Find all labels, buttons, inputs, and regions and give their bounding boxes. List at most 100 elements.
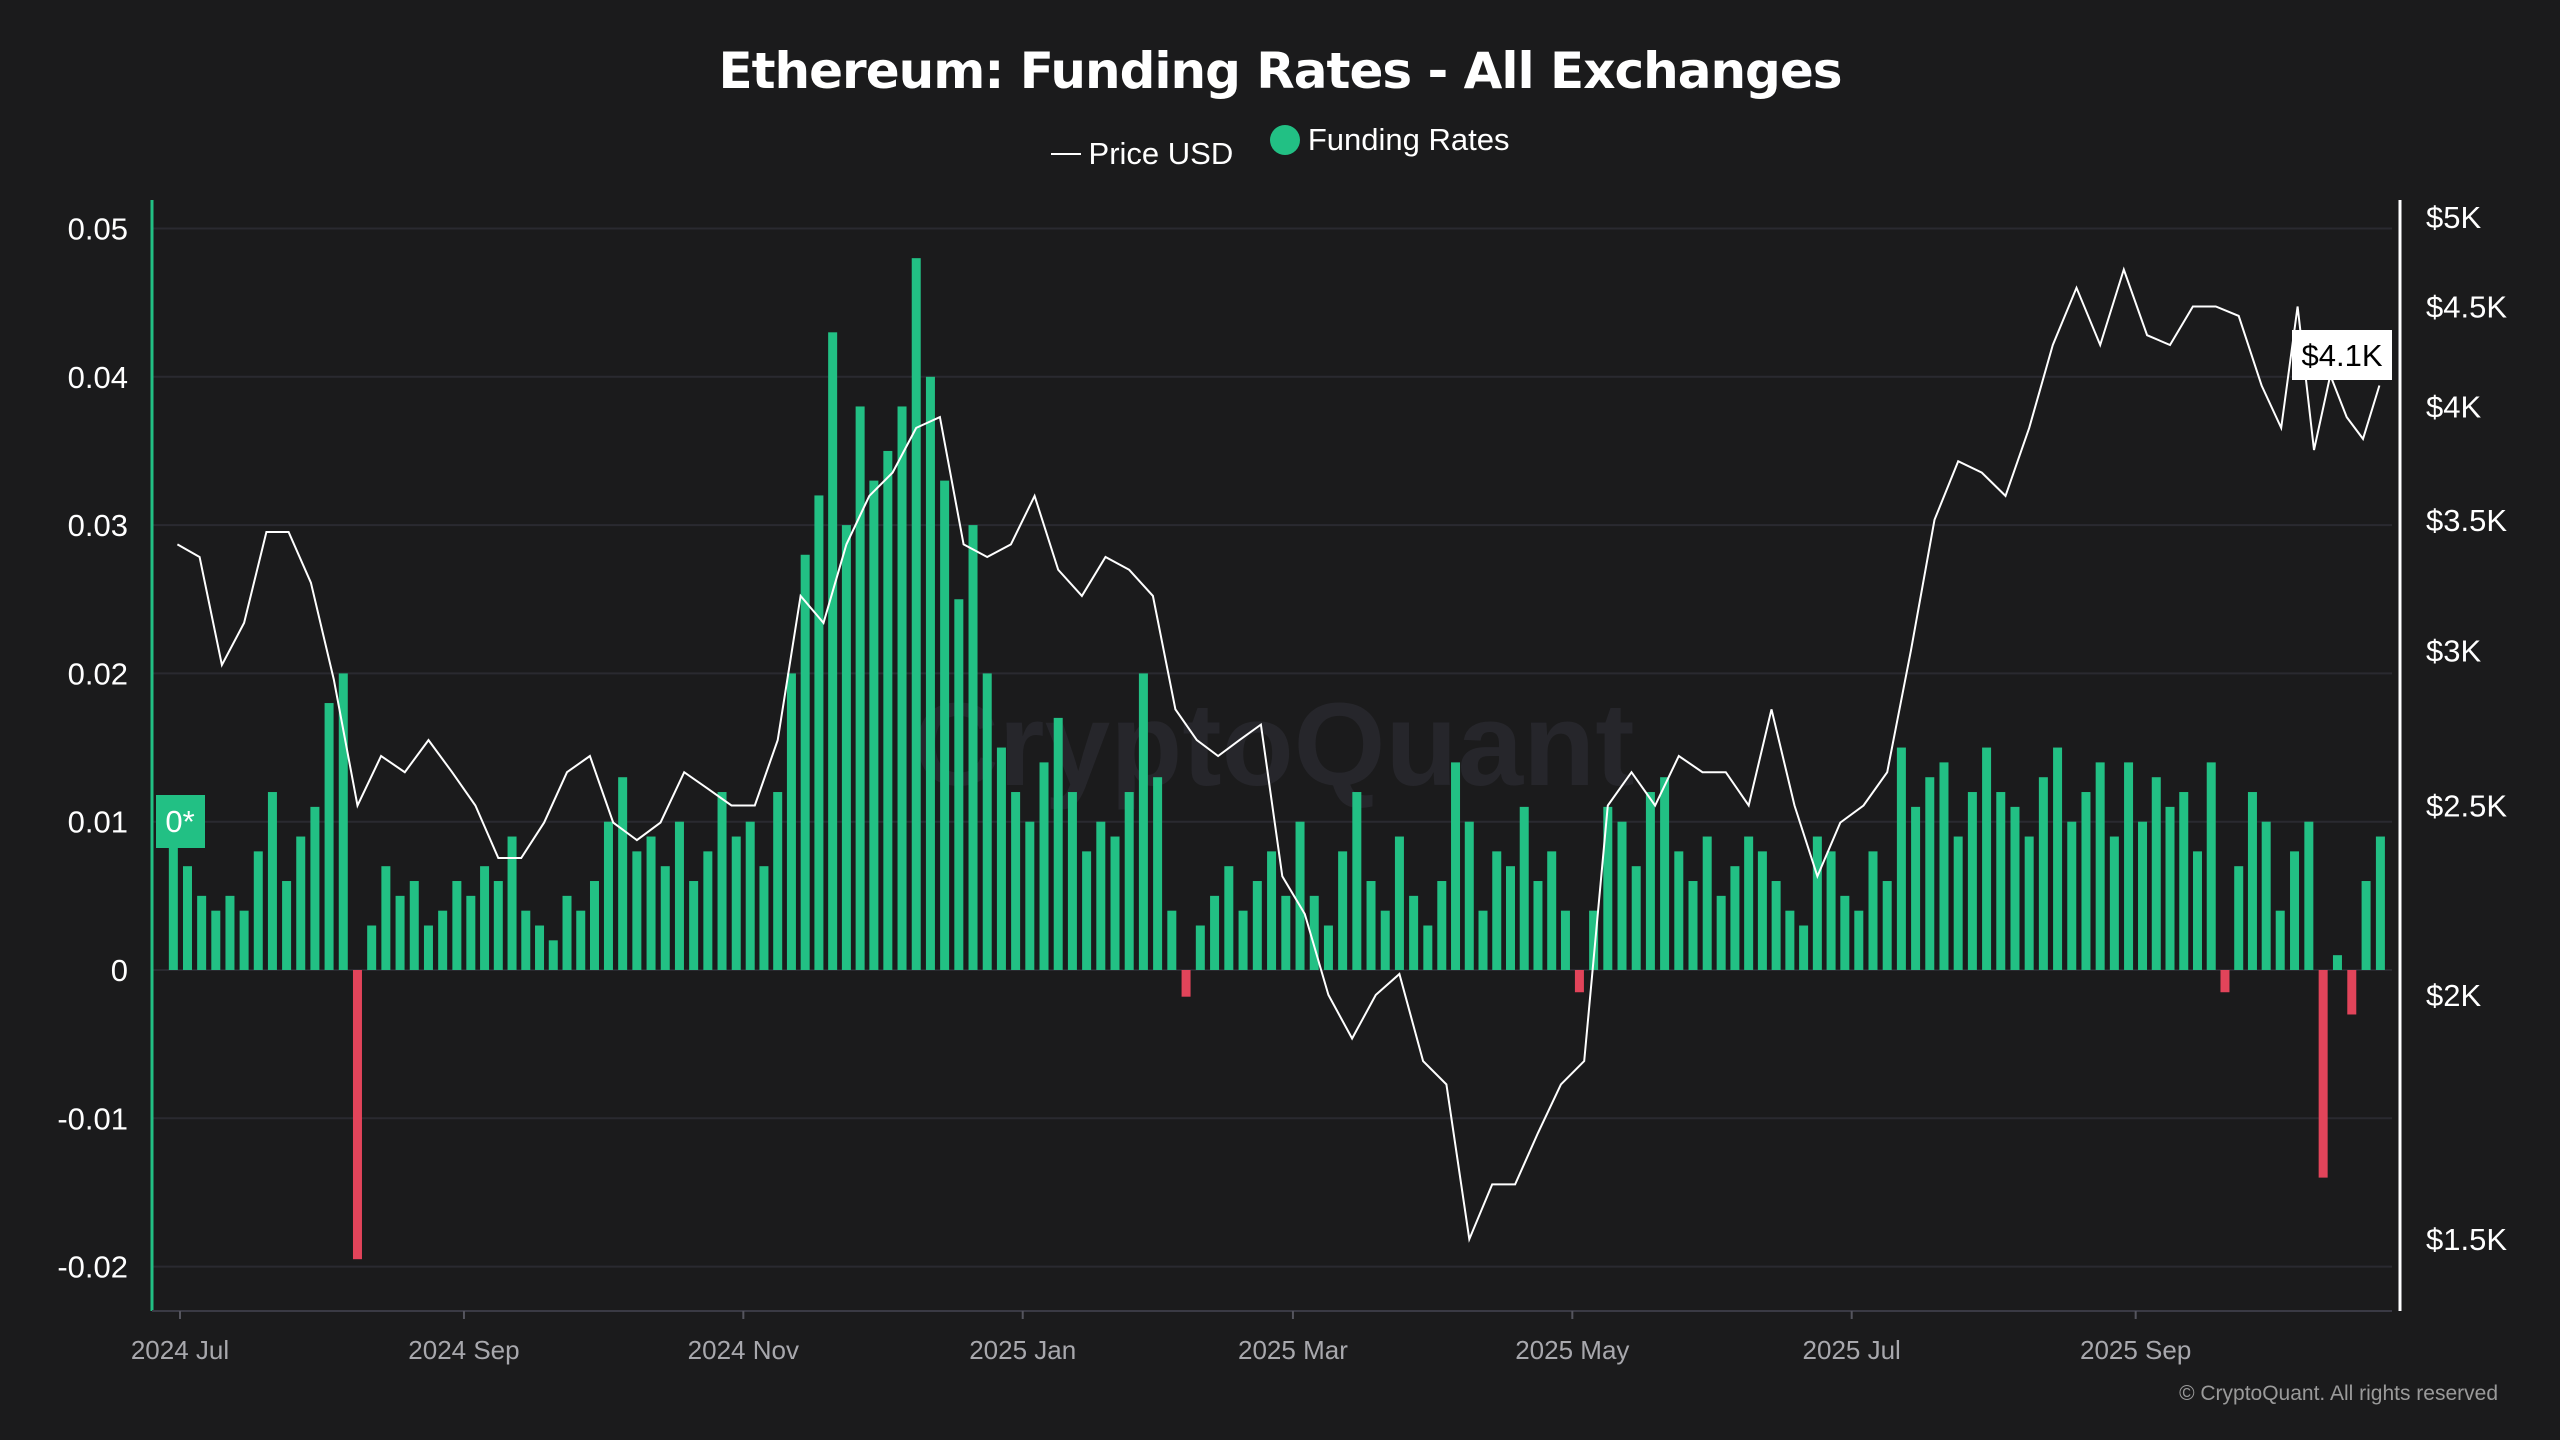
funding-bar	[1096, 821, 1106, 970]
funding-bar	[1799, 925, 1809, 970]
funding-bar	[1252, 881, 1262, 970]
funding-bar	[689, 881, 699, 970]
funding-bar	[855, 406, 865, 971]
copyright-footer: © CryptoQuant. All rights reserved	[2179, 1382, 2498, 1405]
funding-bar	[982, 673, 992, 970]
funding-bar	[352, 970, 362, 1260]
left-tick-label: 0.01	[68, 805, 128, 840]
price-line	[176, 266, 2381, 1243]
legend-label-funding: Funding Rates	[1307, 122, 1510, 157]
x-tick-label: 2025 Jul	[1803, 1335, 1901, 1365]
funding-bar	[1153, 777, 1163, 970]
funding-bar	[759, 866, 769, 970]
funding-bar	[239, 910, 249, 970]
funding-bar	[197, 895, 207, 970]
chart-title: Ethereum: Funding Rates - All Exchanges	[718, 42, 1842, 100]
legend-label-price: Price USD	[1088, 136, 1234, 171]
funding-bar	[395, 895, 405, 970]
funding-bar	[1138, 673, 1148, 970]
funding-bar	[1730, 866, 1740, 970]
current-price-label: $4.1K	[2301, 338, 2382, 373]
funding-bar	[1603, 806, 1613, 970]
funding-bar	[1437, 881, 1447, 970]
funding-bar	[1757, 851, 1767, 970]
funding-bar	[182, 866, 192, 970]
funding-bar	[1785, 910, 1795, 970]
funding-bar	[1574, 970, 1584, 993]
funding-bar	[1617, 821, 1627, 970]
funding-bar	[1547, 851, 1557, 970]
funding-bar	[996, 747, 1006, 970]
funding-bar	[2109, 836, 2119, 970]
legend: Price USD Funding Rates	[0, 122, 2560, 172]
funding-bar	[1082, 851, 1092, 970]
funding-bar	[1380, 910, 1390, 970]
funding-bar	[1011, 792, 1021, 970]
funding-bar	[2081, 792, 2091, 970]
funding-bar	[282, 881, 292, 970]
funding-bar	[1409, 895, 1419, 970]
funding-bar	[717, 792, 727, 970]
funding-bar	[1674, 851, 1684, 970]
funding-bar	[535, 925, 545, 970]
left-tick-label: 0	[111, 953, 128, 988]
funding-bar	[1338, 851, 1348, 970]
funding-bar	[493, 881, 503, 970]
right-tick-label: $2.5K	[2426, 788, 2507, 823]
left-tick-label: 0.02	[68, 656, 128, 691]
funding-bar	[2275, 910, 2285, 970]
funding-bar	[2261, 821, 2271, 970]
funding-bar	[828, 332, 838, 970]
funding-bar	[1423, 925, 1433, 970]
funding-bar	[1519, 806, 1529, 970]
funding-bar	[1366, 881, 1376, 970]
x-tick-label: 2024 Jul	[131, 1335, 229, 1365]
funding-bar	[310, 806, 320, 970]
x-tick-label: 2024 Nov	[688, 1335, 799, 1365]
funding-bar	[1309, 895, 1319, 970]
watermark: CryptoQuant	[913, 679, 1634, 811]
right-tick-label: $4K	[2426, 389, 2481, 424]
funding-bar	[438, 910, 448, 970]
funding-bar	[1478, 910, 1488, 970]
funding-bar	[968, 525, 978, 970]
funding-bar	[2234, 866, 2244, 970]
funding-bar	[883, 450, 893, 970]
funding-bar	[1025, 821, 1035, 970]
funding-bar	[253, 851, 263, 970]
funding-bar	[423, 925, 433, 970]
right-tick-label: $3.5K	[2426, 503, 2507, 538]
funding-bar	[2024, 836, 2034, 970]
funding-bar	[632, 851, 642, 970]
left-tick-label: 0.05	[68, 212, 128, 247]
funding-bar	[1067, 792, 1077, 970]
right-tick-label: $1.5K	[2426, 1222, 2507, 1257]
funding-bar	[2053, 747, 2063, 970]
legend-item-price[interactable]: Price USD	[1050, 136, 1234, 172]
funding-bar	[1645, 792, 1655, 970]
funding-bar	[940, 480, 950, 970]
funding-bar	[296, 836, 306, 970]
funding-bar	[2332, 955, 2342, 970]
funding-bar	[814, 495, 824, 970]
funding-bar	[2138, 821, 2148, 970]
funding-bar	[1267, 851, 1277, 970]
funding-bar	[1826, 851, 1836, 970]
funding-bar	[2165, 806, 2175, 970]
funding-bar	[1505, 866, 1515, 970]
right-tick-label: $5K	[2426, 200, 2481, 235]
funding-bars	[168, 258, 2385, 1260]
funding-bar	[2010, 806, 2020, 970]
funding-bar	[1996, 792, 2006, 970]
funding-bar	[1533, 881, 1543, 970]
legend-item-funding[interactable]: Funding Rates	[1269, 122, 1510, 158]
x-tick-label: 2025 Jan	[969, 1335, 1076, 1365]
funding-bar	[1882, 881, 1892, 970]
funding-bar	[646, 836, 656, 970]
funding-bar	[703, 851, 713, 970]
right-tick-label: $4.5K	[2426, 289, 2507, 324]
x-tick-label: 2025 May	[1515, 1335, 1629, 1365]
funding-bar	[168, 821, 178, 970]
funding-bar	[367, 925, 377, 970]
funding-bar	[603, 821, 613, 970]
